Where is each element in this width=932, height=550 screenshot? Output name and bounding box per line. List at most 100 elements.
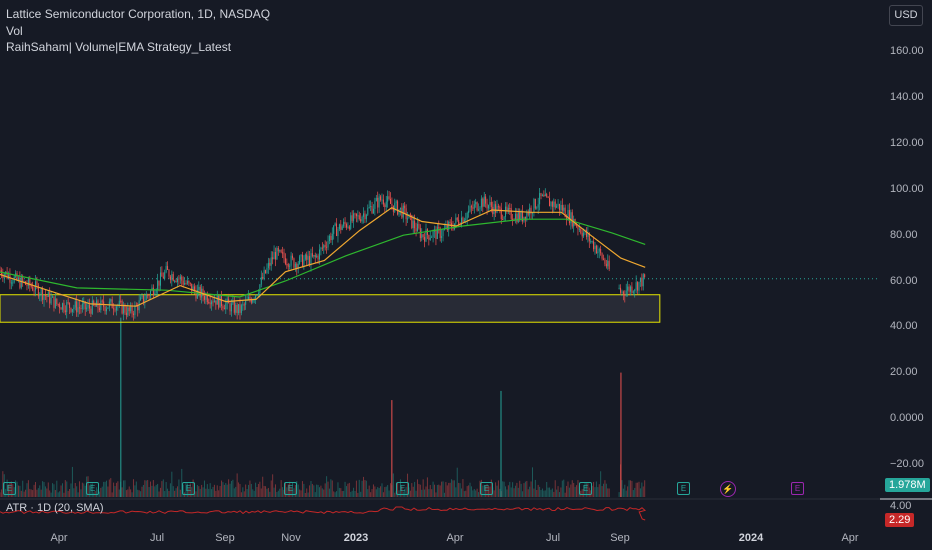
lightning-icon[interactable]: ⚡ <box>720 481 736 497</box>
atr-indicator-label[interactable]: ATR · 1D (20, SMA) <box>6 502 104 514</box>
volume-bar <box>177 486 178 497</box>
candle-body <box>436 226 438 239</box>
candle-body <box>232 301 234 304</box>
candle-body <box>321 247 323 249</box>
volume-bar <box>212 486 214 497</box>
volume-bar <box>106 480 107 497</box>
candle-body <box>236 304 238 314</box>
candle-body <box>165 266 167 273</box>
earnings-icon[interactable]: E <box>677 482 690 495</box>
candle-body <box>123 305 125 314</box>
volume-bar <box>561 480 563 497</box>
candle-body <box>121 300 123 314</box>
candle-body <box>489 202 491 206</box>
candle-body <box>608 260 610 270</box>
candle-body <box>20 277 22 288</box>
volume-bar <box>641 482 643 497</box>
earnings-icon[interactable]: E <box>3 482 16 495</box>
volume-bar <box>541 488 543 497</box>
volume-bar <box>571 480 573 497</box>
candle-body <box>252 299 254 303</box>
volume-bar <box>625 490 627 497</box>
volume-bar <box>370 492 372 497</box>
volume-bar <box>131 492 133 497</box>
volume-bar <box>167 488 169 497</box>
candle-body <box>505 206 507 217</box>
volume-bar <box>639 488 641 497</box>
candle-body <box>568 210 570 224</box>
volume-bar <box>549 487 551 497</box>
candle-body <box>242 304 244 306</box>
volume-bar <box>91 483 93 497</box>
price-tick: 20.00 <box>890 366 918 378</box>
candle-body <box>365 214 367 220</box>
candle-body <box>219 294 221 308</box>
volume-bar <box>249 480 251 497</box>
candle-body <box>137 305 139 311</box>
candle-body <box>594 245 596 250</box>
candle-body <box>455 217 457 224</box>
candle-body <box>235 304 237 313</box>
candle-body <box>639 277 641 282</box>
candle-body <box>556 205 558 208</box>
candle-body <box>597 251 599 254</box>
earnings-icon[interactable]: E <box>480 482 493 495</box>
volume-bar <box>421 489 423 497</box>
volume-bar <box>46 488 48 497</box>
volume-bar <box>159 487 161 497</box>
candle-body <box>601 253 603 259</box>
candle-body <box>113 308 115 310</box>
earnings-icon[interactable]: E <box>86 482 99 495</box>
candle-body <box>76 301 78 313</box>
candle-body <box>350 215 352 229</box>
volume-bar <box>248 484 249 497</box>
volume-bar <box>486 484 488 497</box>
atr-axis-tick: 4.00 <box>890 500 912 512</box>
candle-body <box>385 201 387 208</box>
volume-bar <box>435 492 437 497</box>
strategy-indicator-label[interactable]: RaihSaham| Volume|EMA Strategy_Latest <box>6 40 232 54</box>
candle-body <box>544 194 546 197</box>
candle-body <box>644 274 646 278</box>
candle-body <box>472 207 474 209</box>
currency-button[interactable]: USD <box>889 5 923 26</box>
candle-body <box>191 283 193 292</box>
candle-body <box>520 210 522 220</box>
candle-body <box>475 202 477 205</box>
volume-bar <box>326 476 328 497</box>
time-tick-year: 2023 <box>343 532 369 544</box>
earnings-icon[interactable]: E <box>579 482 592 495</box>
candle-body <box>473 204 475 209</box>
volume-bar <box>32 490 34 497</box>
candle-body <box>534 198 536 209</box>
volume-bar <box>320 485 322 497</box>
candle-body <box>408 214 410 219</box>
candle-body <box>409 214 411 216</box>
volume-bar <box>584 483 586 497</box>
volume-bar <box>54 490 56 497</box>
volume-bar <box>401 486 403 497</box>
volume-bar <box>384 487 386 497</box>
earnings-upcoming-icon[interactable]: E <box>791 482 804 495</box>
candle-body <box>77 307 79 313</box>
candle-body <box>634 289 636 292</box>
volume-bar <box>9 482 11 497</box>
candle-body <box>152 287 154 296</box>
volume-bar <box>195 491 197 497</box>
volume-bar <box>147 480 149 497</box>
volume-bar <box>52 483 54 497</box>
earnings-icon[interactable]: E <box>284 482 297 495</box>
candle-body <box>88 304 90 309</box>
earnings-icon[interactable]: E <box>182 482 195 495</box>
volume-bar <box>253 490 255 497</box>
volume-indicator-label[interactable]: Vol <box>6 24 23 38</box>
volume-bar <box>363 476 365 497</box>
support-zone-box <box>0 294 661 323</box>
symbol-title[interactable]: Lattice Semiconductor Corporation, 1D, N… <box>6 7 271 21</box>
candle-body <box>147 294 149 296</box>
candle-body <box>167 266 169 270</box>
volume-bar <box>6 479 8 497</box>
candle-body <box>100 300 102 311</box>
earnings-icon[interactable]: E <box>396 482 409 495</box>
candle-body <box>334 223 336 226</box>
